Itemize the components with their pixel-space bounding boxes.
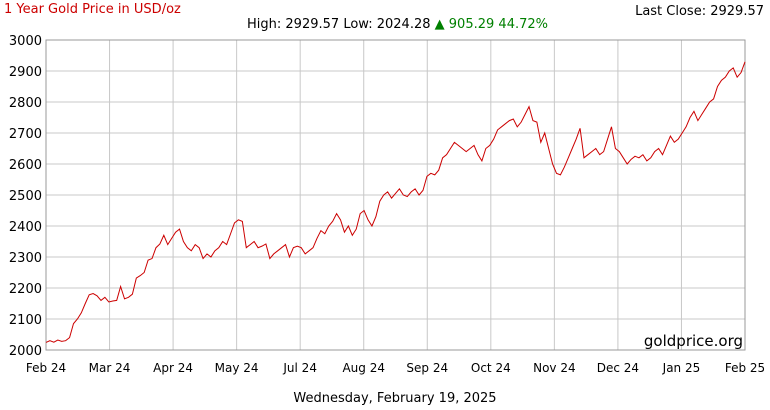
change-arrow-icon: ▲ (434, 17, 445, 32)
y-tick-label: 3000 (9, 34, 42, 49)
change-percent: 44.72% (498, 17, 548, 32)
last-close: Last Close: 2929.57 (635, 4, 764, 19)
chart-title: 1 Year Gold Price in USD/oz (4, 2, 181, 17)
x-tick-label: Nov 24 (533, 361, 576, 375)
y-tick-label: 2100 (9, 313, 42, 328)
low-label: Low: (343, 17, 373, 32)
y-tick-label: 2900 (9, 65, 42, 80)
footer-date: Wednesday, February 19, 2025 (293, 391, 497, 406)
x-tick-label: Mar 24 (89, 361, 131, 375)
x-tick-label: Jul 24 (282, 361, 317, 375)
x-tick-label: Oct 24 (471, 361, 511, 375)
grid-lines (45, 39, 746, 351)
x-tick-labels: Feb 24 Mar 24 Apr 24 May 24 Jul 24 Aug 24 Sep … (26, 361, 765, 375)
y-tick-label: 2700 (9, 127, 42, 142)
high-label: High: (247, 17, 282, 32)
high-value: 2929.57 (285, 17, 340, 32)
change-value: 905.29 (448, 17, 495, 32)
plot-frame (45, 39, 746, 351)
y-tick-label: 2400 (9, 220, 42, 235)
x-tick-label: Jan 25 (662, 361, 701, 375)
y-tick-labels: 2000 2100 2200 2300 2400 2500 2600 2700 2800 2900… (9, 34, 42, 359)
x-tick-label: May 24 (215, 361, 259, 375)
last-close-value: 2929.57 (710, 4, 764, 19)
x-tick-label: Feb 24 (26, 361, 66, 375)
x-tick-label: Sep 24 (406, 361, 448, 375)
y-tick-label: 2200 (9, 282, 42, 297)
y-tick-label: 2500 (9, 189, 42, 204)
x-tick-label: Apr 24 (153, 361, 193, 375)
low-value: 2024.28 (376, 17, 431, 32)
x-tick-label: Dec 24 (597, 361, 639, 375)
gold-price-line (45, 61, 746, 343)
x-tick-label: Aug 24 (342, 361, 385, 375)
price-stats: High: 2929.57 Low: 2024.28 ▲ 905.29 44.7… (0, 17, 770, 32)
y-tick-label: 2300 (9, 251, 42, 266)
y-tick-label: 2800 (9, 96, 42, 111)
watermark: goldprice.org (644, 332, 743, 350)
y-tick-label: 2600 (9, 158, 42, 173)
y-tick-label: 2000 (9, 344, 42, 359)
x-tick-label: Feb 25 (725, 361, 765, 375)
last-close-label: Last Close: (635, 4, 707, 19)
